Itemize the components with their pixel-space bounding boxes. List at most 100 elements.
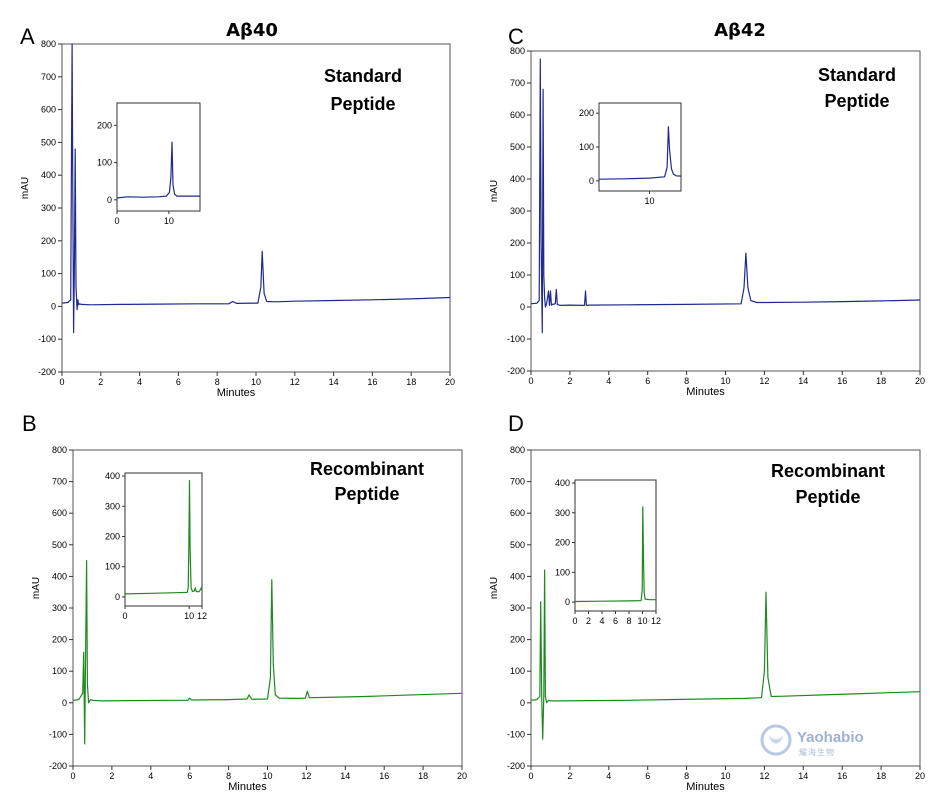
x-tick-label: 6 [645,771,650,781]
annotation-line: Recombinant [310,459,424,479]
x-tick-label: 12 [759,771,769,781]
inset-y-tick-label: 100 [97,158,112,168]
x-tick-label: 4 [148,771,153,781]
x-tick-label: 0 [528,771,533,781]
x-tick-label: 0 [59,377,64,387]
x-tick-label: 8 [684,376,689,386]
inset-chart: 0 100 200 0 10 [97,102,201,226]
y-tick-label: 200 [52,635,67,645]
inset-x-tick-label: 10 [644,196,654,206]
inset-y-tick-label: 200 [105,531,120,541]
y-tick-label: 400 [41,170,56,180]
x-tick-label: 20 [915,376,925,386]
y-tick-label: -100 [38,334,56,344]
inset-series-line [116,141,200,199]
x-tick-label: 16 [367,377,377,387]
inset-x-tick-label: 8 [626,616,631,626]
x-tick-label: 10 [720,771,730,781]
y-tick-label: 400 [52,571,67,581]
x-tick-label: 16 [837,771,847,781]
inset-y-tick-label: 100 [105,562,120,572]
series-line [530,569,921,740]
y-tick-label: 300 [41,203,56,213]
column-title: Aβ40 [226,20,278,41]
annotation-line: Peptide [330,94,395,114]
y-tick-label: 100 [52,666,67,676]
x-tick-label: 2 [109,771,114,781]
annotation-line: Recombinant [771,461,885,481]
inset-y-tick-label: 400 [105,471,120,481]
inset-y-tick-label: 300 [105,501,120,511]
y-tick-label: 300 [510,206,525,216]
y-tick-label: -200 [507,366,525,376]
x-tick-label: 14 [798,771,808,781]
y-tick-label: 600 [510,110,525,120]
y-axis-label: mAU [489,577,500,599]
y-tick-label: 800 [510,445,525,455]
y-tick-label: 500 [510,540,525,550]
y-tick-label: 100 [510,666,525,676]
series-line [72,559,463,745]
inset-x-tick-label: 0 [572,616,577,626]
inset-x-tick-label: 12 [197,611,207,621]
inset-x-tick-label: 0 [122,611,127,621]
y-axis-label: mAU [31,577,42,599]
annotation-line: Peptide [824,91,889,111]
y-tick-label: 100 [41,269,56,279]
series-line [530,58,921,334]
y-tick-label: 600 [510,508,525,518]
inset-x-tick-label: 4 [599,616,604,626]
inset-y-tick-label: 200 [555,538,570,548]
x-tick-label: 14 [340,771,350,781]
x-axis-label: Minutes [228,781,267,793]
y-tick-label: 0 [51,301,56,311]
x-tick-label: 6 [187,771,192,781]
watermark-brand: Yaohabio [797,729,864,746]
x-tick-label: 10 [251,377,261,387]
x-tick-label: 12 [759,376,769,386]
x-tick-label: 16 [837,376,847,386]
y-tick-label: 100 [510,270,525,280]
y-tick-label: 700 [510,78,525,88]
inset-y-tick-label: 100 [555,567,570,577]
y-tick-label: 400 [510,174,525,184]
panel-letter: A [20,24,35,49]
y-axis-label: mAU [489,180,500,202]
x-tick-label: 8 [226,771,231,781]
watermark-logo-icon [760,724,792,756]
x-tick-label: 14 [798,376,808,386]
y-tick-label: 500 [510,142,525,152]
y-tick-label: 600 [41,105,56,115]
x-tick-label: 2 [567,771,572,781]
inset-y-tick-label: 200 [579,108,594,118]
x-axis-label: Minutes [686,781,725,793]
y-tick-label: 0 [520,698,525,708]
y-tick-label: 700 [52,477,67,487]
inset-y-tick-label: 0 [115,592,120,602]
y-tick-label: 700 [41,72,56,82]
inset-series-line [598,126,682,180]
panel-letter: B [22,411,37,436]
inset-x-tick-label: 10 [164,216,174,226]
x-tick-label: 4 [606,771,611,781]
x-tick-label: 20 [915,771,925,781]
y-tick-label: -100 [49,729,67,739]
y-tick-label: -200 [507,761,525,771]
y-tick-label: 800 [52,445,67,455]
panel-letter: D [508,411,524,436]
x-tick-label: 20 [445,377,455,387]
x-tick-label: 20 [457,771,467,781]
y-tick-label: 800 [510,46,525,56]
y-tick-label: 200 [510,635,525,645]
inset-x-tick-label: 10 [637,616,647,626]
series-line [61,43,451,334]
x-axis-label: Minutes [217,387,256,399]
y-tick-label: 400 [510,571,525,581]
panel-letter: C [508,24,524,49]
inset-x-tick-label: 10 [184,611,194,621]
y-tick-label: 500 [41,137,56,147]
y-tick-label: 600 [52,508,67,518]
x-tick-label: 6 [645,376,650,386]
annotation-line: Peptide [795,487,860,507]
